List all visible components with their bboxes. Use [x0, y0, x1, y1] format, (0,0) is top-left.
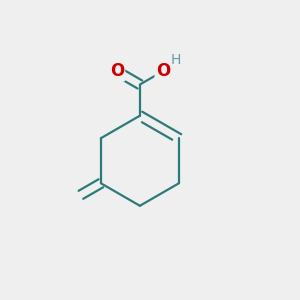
Text: O: O [110, 62, 124, 80]
Text: H: H [171, 53, 181, 67]
Text: O: O [156, 62, 170, 80]
